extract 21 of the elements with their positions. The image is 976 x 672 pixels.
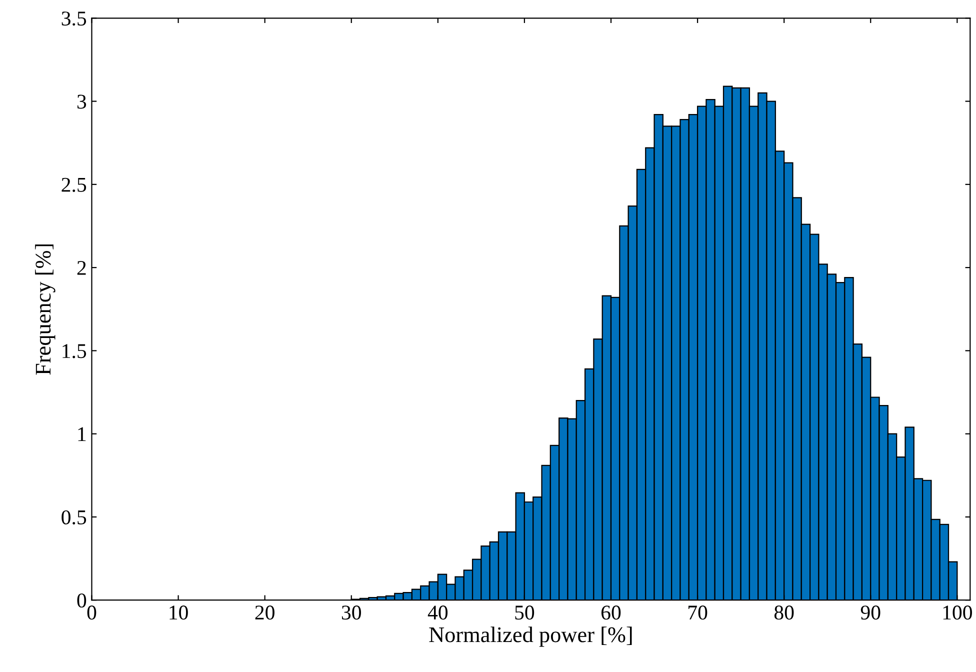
y-tick-label: 0 [77, 593, 86, 608]
y-tick-label: 2 [77, 260, 86, 275]
y-tick-label: 3.5 [62, 12, 86, 26]
y-tick-label: 3 [77, 94, 86, 109]
x-tick-label: 60 [601, 606, 621, 620]
y-tick-label: 1 [78, 427, 86, 442]
x-tick-label: 0 [87, 606, 96, 620]
x-tick-label: 90 [860, 606, 880, 620]
x-tick-label: 50 [515, 606, 534, 620]
x-tick-label: 70 [688, 606, 708, 620]
y-tick-label: 0.5 [62, 510, 86, 524]
x-tick-label: 20 [255, 606, 274, 620]
y-tick-label: 1.5 [62, 344, 86, 358]
x-tick-label: 40 [428, 606, 448, 620]
x-tick-label: 80 [774, 606, 794, 620]
x-axis-title: Normalized power [%] [429, 626, 632, 647]
y-axis-title: Frequency [%] [35, 244, 56, 375]
x-tick-label: 100 [943, 606, 972, 620]
y-tick-label: 2.5 [62, 178, 86, 192]
x-tick-label: 10 [170, 606, 188, 620]
x-tick-label: 30 [342, 606, 361, 620]
